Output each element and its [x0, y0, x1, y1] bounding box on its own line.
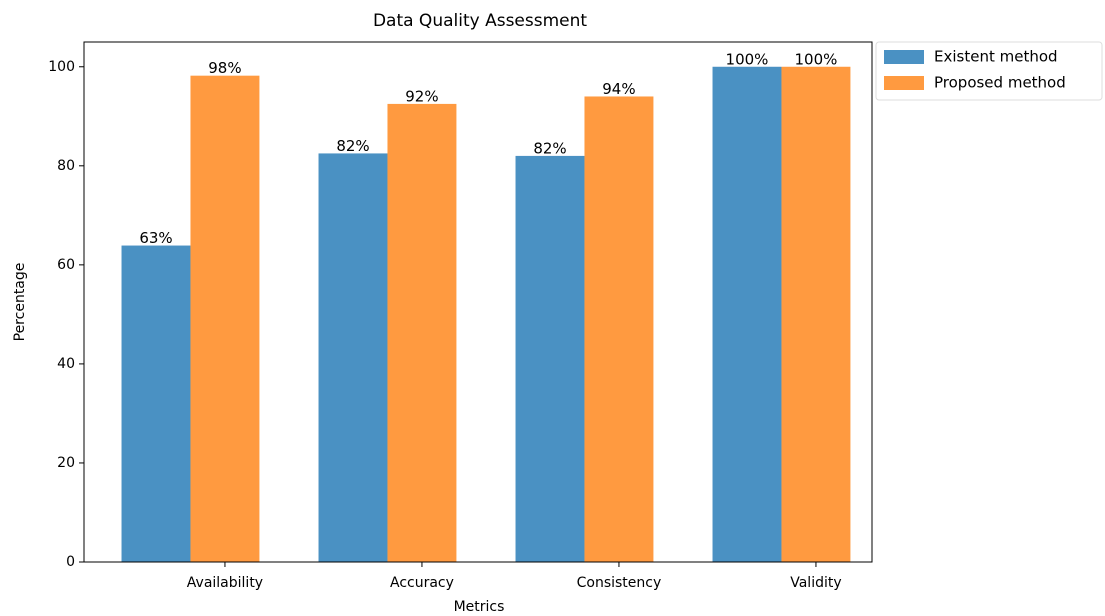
value-label: 92% — [405, 87, 438, 105]
bar — [584, 96, 654, 562]
x-tick-label: Consistency — [577, 575, 662, 591]
value-label: 100% — [726, 50, 769, 68]
y-tick-label: 80 — [57, 158, 75, 174]
y-tick-label: 0 — [66, 554, 75, 570]
bar — [121, 245, 191, 563]
x-tick-label: Validity — [790, 575, 841, 591]
bar — [387, 103, 457, 563]
plot-frame — [83, 41, 873, 563]
y-tick-label: 100 — [48, 59, 75, 75]
value-label: 63% — [139, 229, 172, 247]
legend-label: Existent method — [934, 48, 1058, 66]
x-tick-label: Accuracy — [390, 575, 454, 591]
y-tick-label: 20 — [57, 455, 75, 471]
legend-label: Proposed method — [934, 74, 1066, 92]
value-label: 82% — [533, 139, 566, 157]
legend-box — [875, 41, 1103, 101]
chart-title: Data Quality Assessment — [373, 11, 587, 31]
legend-swatch — [884, 50, 924, 64]
value-label: 100% — [795, 50, 838, 68]
bar — [781, 66, 851, 562]
bar — [318, 153, 388, 562]
value-label: 94% — [602, 80, 635, 98]
y-axis-label: Percentage — [12, 263, 28, 342]
bar — [515, 155, 585, 562]
x-axis-label: Metrics — [454, 599, 505, 615]
bar — [712, 66, 782, 562]
bar — [190, 75, 260, 562]
y-tick-label: 60 — [57, 257, 75, 273]
y-tick-label: 40 — [57, 356, 75, 372]
legend-swatch — [884, 76, 924, 90]
value-label: 98% — [208, 59, 241, 77]
value-label: 82% — [336, 137, 369, 155]
x-tick-label: Availability — [187, 575, 263, 591]
